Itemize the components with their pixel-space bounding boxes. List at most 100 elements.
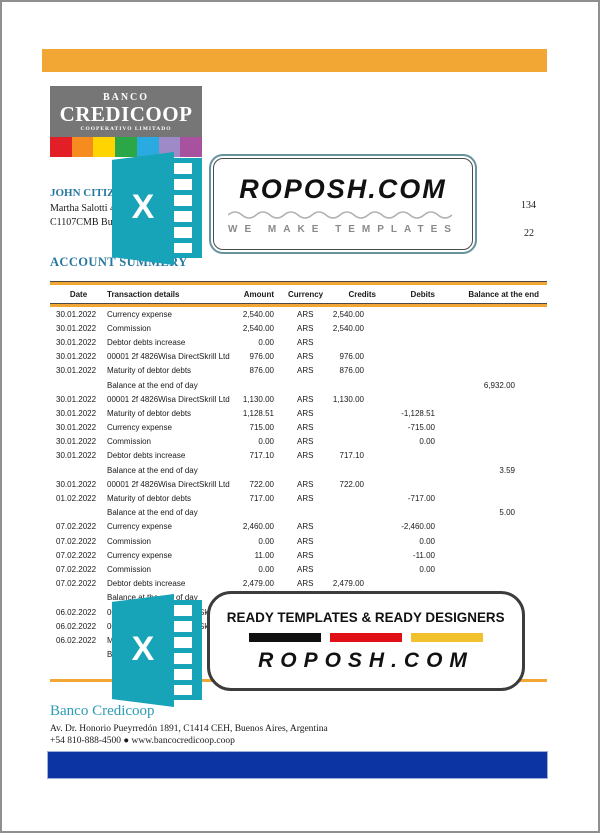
- footer-block: Banco Credicoop Av. Dr. Honorio Pueyrred…: [50, 703, 328, 747]
- table-row: Balance at the end of day 6,932.00: [50, 378, 547, 392]
- logo-cooperativo-text: COOPERATIVO LIMITADO: [80, 126, 172, 132]
- column-header: Transaction details: [107, 289, 180, 299]
- table-divider: [50, 303, 547, 304]
- cell-currency: ARS: [297, 451, 314, 461]
- logo-color-swatch: [158, 137, 181, 157]
- logo-rainbow-strip: [50, 137, 203, 157]
- bank-logo: BANCO CREDICOOP COOPERATIVO LIMITADO: [50, 86, 203, 157]
- excel-fold: [112, 594, 174, 707]
- cell-date: 30.01.2022: [56, 352, 97, 362]
- customer-address-line1: Martha Salotti 44: [50, 203, 120, 214]
- table-row: Balance at the end of day 5.00: [50, 506, 547, 520]
- roposh-watermark-badge-bottom: READY TEMPLATES & READY DESIGNERS ROPOSH…: [207, 591, 525, 691]
- cell-details: 00001 2f 4826Wisa DirectSkrill Ltd: [107, 479, 230, 489]
- cell-amount: 1,128.51: [242, 408, 274, 418]
- cell-date: 06.02.2022: [56, 607, 97, 617]
- cell-debits: -11.00: [412, 550, 435, 560]
- customer-name: JOHN CITIZEN: [50, 187, 130, 199]
- cell-details: Currency expense: [107, 423, 172, 433]
- cell-credits: 2,540.00: [332, 323, 364, 333]
- roposh-bottom-title: READY TEMPLATES & READY DESIGNERS: [227, 609, 505, 625]
- cell-currency: ARS: [297, 337, 314, 347]
- cell-currency: ARS: [297, 579, 314, 589]
- cell-date: 30.01.2022: [56, 323, 97, 333]
- excel-x-letter: X: [131, 188, 155, 226]
- cell-amount: 2,460.00: [242, 522, 274, 532]
- roposh-watermark-badge-top: ROPOSH.COM WE MAKE TEMPLATES: [209, 154, 477, 254]
- column-header: Date: [69, 289, 88, 299]
- table-row: 30.01.2022 Commission 2,540.00 ARS 2,540.00: [50, 321, 547, 335]
- cell-details: Balance at the end of day: [107, 380, 198, 390]
- cell-details: Balance at the end of day: [107, 508, 198, 518]
- cell-currency: ARS: [297, 352, 314, 362]
- table-row: 30.01.2022 00001 2f 4826Wisa DirectSkrill…: [50, 477, 547, 491]
- cell-currency: ARS: [297, 366, 314, 376]
- cell-currency: ARS: [297, 564, 314, 574]
- cell-amount: 717.00: [249, 494, 274, 504]
- cell-balance: 5.00: [499, 508, 515, 518]
- cell-date: 30.01.2022: [56, 451, 97, 461]
- logo-color-swatch: [180, 137, 203, 157]
- cell-currency: ARS: [297, 522, 314, 532]
- cell-details: Balance at the end of day: [107, 465, 198, 475]
- table-row: 30.01.2022 Currency expense 715.00 ARS -715.…: [50, 421, 547, 435]
- cell-currency: ARS: [297, 479, 314, 489]
- cell-details: Maturity of debtor debts: [107, 366, 192, 376]
- logo-color-swatch: [115, 137, 137, 157]
- cell-currency: ARS: [297, 423, 314, 433]
- cell-amount: 2,540.00: [242, 309, 274, 319]
- cell-date: 30.01.2022: [56, 309, 97, 319]
- cell-credits: 722.00: [339, 479, 364, 489]
- footer-bank-name: Banco Credicoop: [50, 703, 155, 719]
- cell-details: Currency expense: [107, 550, 172, 560]
- excel-watermark-icon: X: [112, 152, 207, 265]
- cell-amount: 0.00: [258, 564, 274, 574]
- cell-date: 01.02.2022: [56, 494, 97, 504]
- cell-currency: ARS: [297, 309, 314, 319]
- cell-details: Debtor debts increase: [107, 337, 186, 347]
- obscured-text-fragment: 22: [524, 228, 534, 239]
- cell-details: Debtor debts increase: [107, 579, 186, 589]
- cell-credits: 876.00: [339, 366, 364, 376]
- column-header: Credits: [348, 289, 376, 299]
- cell-balance: 3.59: [499, 465, 515, 475]
- cell-amount: 0.00: [258, 536, 274, 546]
- table-row: 07.02.2022 Currency expense 11.00 ARS -11.00: [50, 548, 547, 562]
- roposh-badge-inner: ROPOSH.COM WE MAKE TEMPLATES: [213, 158, 473, 250]
- cell-date: 30.01.2022: [56, 479, 97, 489]
- excel-fold: [112, 152, 174, 265]
- table-row: Balance at the end of day 3.59: [50, 463, 547, 477]
- cell-amount: 11.00: [254, 550, 274, 560]
- cell-debits: 0.00: [419, 564, 435, 574]
- cell-amount: 876.00: [249, 366, 274, 376]
- wave-divider-icon: [228, 210, 453, 219]
- roposh-subtitle: WE MAKE TEMPLATES: [228, 223, 458, 235]
- cell-date: 06.02.2022: [56, 635, 97, 645]
- cell-date: 07.02.2022: [56, 564, 97, 574]
- badge-color-bar: [249, 633, 321, 642]
- cell-details: Debtor debts increase: [107, 451, 186, 461]
- roposh-color-bars: [249, 633, 483, 642]
- table-header-row: Date Transaction details Amount Currency Cre…: [50, 285, 547, 303]
- table-row: 30.01.2022 Debtor debts increase 717.10 ARS…: [50, 449, 547, 463]
- cell-balance: 6,932.00: [483, 380, 515, 390]
- cell-date: 06.02.2022: [56, 621, 97, 631]
- column-header: Amount: [243, 289, 274, 299]
- table-divider: [50, 304, 547, 307]
- cell-debits: -1,128.51: [401, 408, 435, 418]
- cell-date: 07.02.2022: [56, 522, 97, 532]
- excel-watermark-icon: X: [112, 594, 207, 707]
- table-row: 30.01.2022 00001 2f 4826Wisa DirectSkrill…: [50, 392, 547, 406]
- cell-credits: 1,130.00: [332, 394, 364, 404]
- table-divider: [50, 282, 547, 285]
- cell-amount: 715.00: [249, 423, 274, 433]
- cell-date: 07.02.2022: [56, 579, 97, 589]
- cell-details: Currency expense: [107, 522, 172, 532]
- logo-banco-text: BANCO: [102, 92, 150, 103]
- logo-credicoop-text: CREDICOOP: [59, 102, 193, 126]
- cell-currency: ARS: [297, 437, 314, 447]
- column-header: Currency: [288, 289, 324, 299]
- roposh-brand: ROPOSH.COM: [258, 649, 474, 672]
- table-row: 07.02.2022 Commission 0.00 ARS 0.00: [50, 562, 547, 576]
